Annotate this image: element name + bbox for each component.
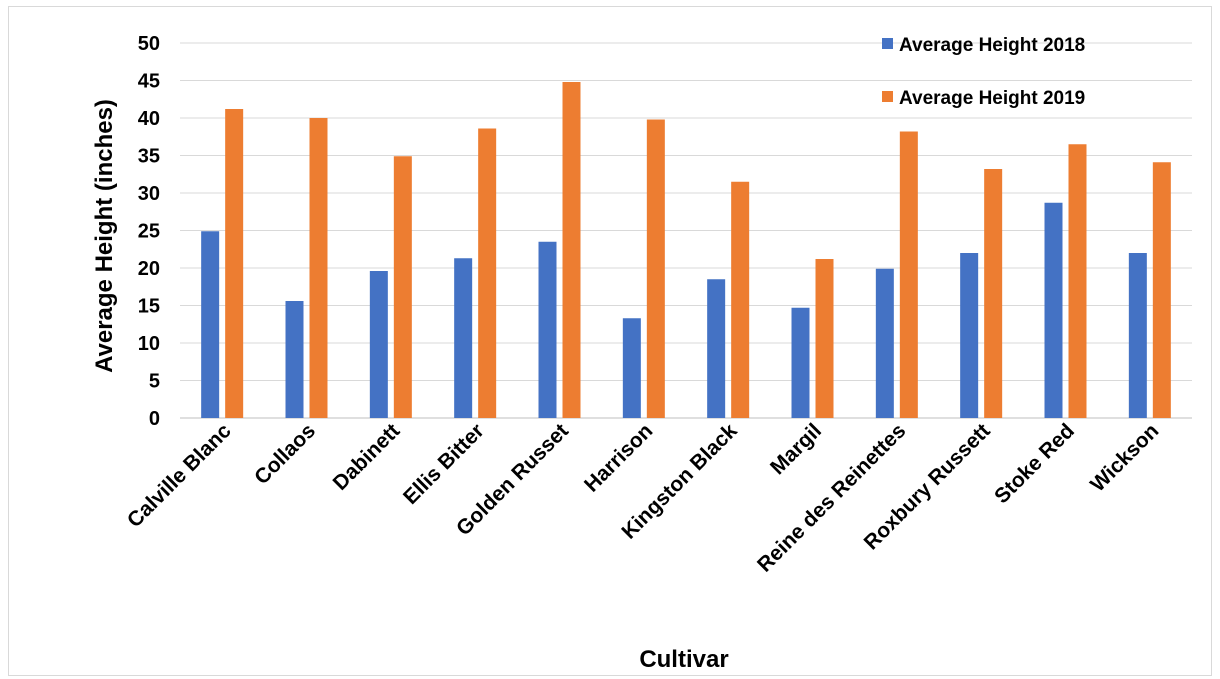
x-tick-label: Stoke Red <box>990 419 1079 508</box>
bar-2019 <box>393 156 412 418</box>
legend-label-2019: Average Height 2019 <box>899 88 1085 109</box>
bar-2018 <box>791 307 810 418</box>
y-axis-ticks: 0 5 10 15 20 25 30 35 40 45 50 <box>138 33 160 430</box>
y-axis-title: Average Height (inches) <box>91 99 118 373</box>
bars <box>201 82 1171 418</box>
y-tick-label: 15 <box>138 296 160 318</box>
gridlines <box>180 42 1192 419</box>
x-tick-label: Ellis Bitter <box>399 419 489 509</box>
bar-2018 <box>875 268 894 418</box>
legend-swatch-2018 <box>882 38 893 49</box>
bar-2019 <box>731 181 750 418</box>
bar-2018 <box>622 318 641 418</box>
bar-2019 <box>225 109 244 418</box>
bar-2018 <box>538 241 557 418</box>
y-tick-label: 45 <box>138 71 160 93</box>
x-tick-label: Margil <box>766 419 826 479</box>
y-tick-label: 0 <box>149 408 160 430</box>
bar-2019 <box>1152 162 1171 418</box>
bar-2019 <box>899 131 918 418</box>
bar-2018 <box>454 258 473 418</box>
legend: Average Height 2018 Average Height 2019 <box>882 35 1085 109</box>
bar-2019 <box>646 119 665 418</box>
y-tick-label: 35 <box>138 146 160 168</box>
y-tick-label: 40 <box>138 108 160 130</box>
legend-swatch-2019 <box>882 91 893 102</box>
legend-label-2018: Average Height 2018 <box>899 35 1085 56</box>
y-tick-label: 25 <box>138 221 160 243</box>
x-tick-label: Reine des Reinettes <box>753 419 910 576</box>
x-axis-title: Cultivar <box>639 646 728 673</box>
bar-2019 <box>309 118 328 418</box>
bar-2018 <box>1128 253 1147 418</box>
x-tick-label: Harrison <box>580 419 657 496</box>
bar-2019 <box>478 128 497 418</box>
x-tick-label: Calville Blanc <box>123 419 236 532</box>
bar-2018 <box>707 279 726 418</box>
x-tick-label: Wickson <box>1086 419 1163 496</box>
y-tick-label: 5 <box>149 371 160 393</box>
bar-2019 <box>815 259 834 418</box>
bar-2018 <box>960 253 979 418</box>
x-tick-label: Collaos <box>250 419 320 489</box>
bar-2019 <box>562 82 581 418</box>
y-tick-label: 30 <box>138 183 160 205</box>
y-tick-label: 20 <box>138 258 160 280</box>
bar-2018 <box>285 301 304 418</box>
y-tick-label: 10 <box>138 333 160 355</box>
bar-2018 <box>1044 202 1063 418</box>
x-tick-label: Dabinett <box>329 419 405 495</box>
y-tick-label: 50 <box>138 33 160 55</box>
bar-2019 <box>984 169 1003 418</box>
bar-2018 <box>369 271 388 418</box>
bar-2019 <box>1068 144 1087 418</box>
bar-2018 <box>201 231 220 418</box>
